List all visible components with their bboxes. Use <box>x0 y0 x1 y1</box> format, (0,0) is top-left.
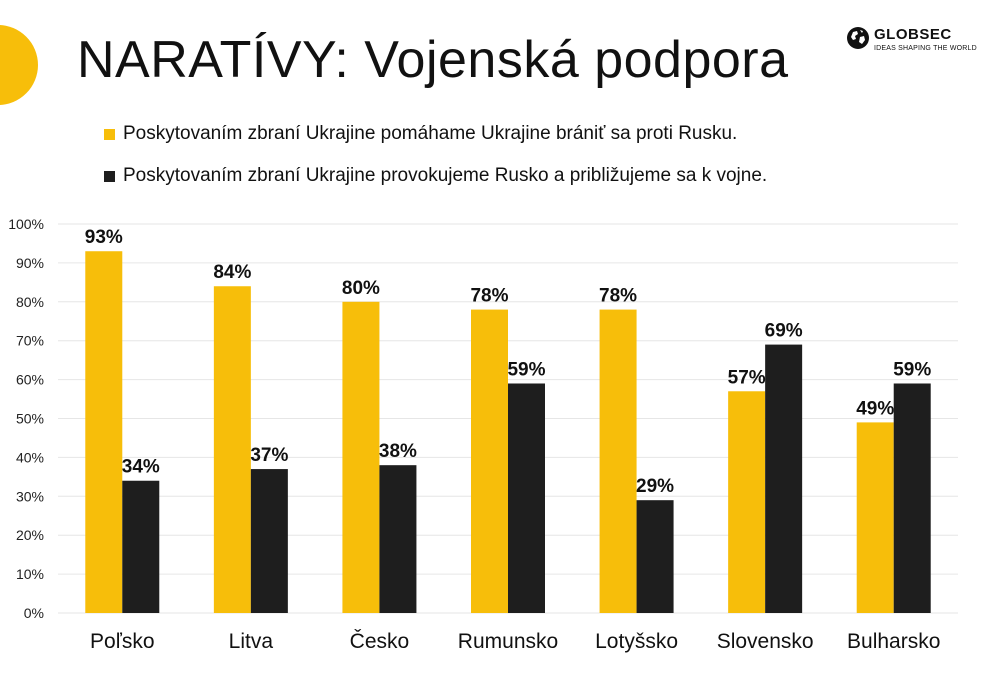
bar <box>765 344 803 613</box>
logo-brand-text: GLOBSEC <box>874 26 952 43</box>
page-title: NARATÍVY: Vojenská podpora <box>77 31 789 89</box>
data-label: 84% <box>213 262 251 283</box>
bar <box>342 301 380 613</box>
x-tick-label: Bulharsko <box>847 630 940 653</box>
legend-label-black: Poskytovaním zbraní Ukrajine provokujeme… <box>123 165 768 186</box>
data-label: 37% <box>250 445 288 466</box>
bar <box>728 391 766 613</box>
bar <box>122 480 160 613</box>
data-label: 59% <box>893 359 931 380</box>
x-tick-label: Rumunsko <box>458 630 558 653</box>
bar <box>213 286 251 613</box>
globsec-logo: GLOBSEC IDEAS SHAPING THE WORLD <box>846 24 996 58</box>
data-label: 57% <box>728 367 766 388</box>
legend-item-black: Poskytovaním zbraní Ukrajine provokujeme… <box>104 164 767 188</box>
data-label: 78% <box>470 286 508 307</box>
data-label: 34% <box>122 457 160 478</box>
bar <box>599 309 637 613</box>
bar <box>85 251 123 614</box>
bar <box>508 383 545 613</box>
globe-icon <box>847 27 869 49</box>
data-label: 78% <box>599 286 637 307</box>
x-tick-label: Poľsko <box>90 630 155 653</box>
x-tick-label: Česko <box>350 630 410 653</box>
x-tick-label: Litva <box>229 630 274 653</box>
y-tick-label: 50% <box>16 411 44 427</box>
data-label: 59% <box>507 359 545 380</box>
y-tick-label: 30% <box>16 488 44 504</box>
legend-swatch-yellow <box>104 128 115 140</box>
y-tick-label: 0% <box>24 605 44 621</box>
bar <box>636 500 674 613</box>
y-tick-label: 100% <box>8 216 44 232</box>
data-label: 38% <box>379 441 417 462</box>
y-tick-label: 70% <box>16 333 44 349</box>
data-label: 80% <box>342 278 380 299</box>
data-label: 93% <box>85 227 123 248</box>
y-tick-label: 10% <box>16 566 44 582</box>
x-tick-label: Lotyšsko <box>595 630 678 653</box>
y-tick-label: 90% <box>16 255 44 271</box>
chart-legend: Poskytovaním zbraní Ukrajine pomáhame Uk… <box>104 122 767 206</box>
y-tick-label: 80% <box>16 294 44 310</box>
logo-tagline: IDEAS SHAPING THE WORLD <box>874 45 977 52</box>
y-tick-label: 20% <box>16 527 44 543</box>
data-label: 49% <box>856 398 894 419</box>
bar <box>893 383 931 613</box>
bar <box>471 309 508 613</box>
legend-item-yellow: Poskytovaním zbraní Ukrajine pomáhame Uk… <box>104 122 767 146</box>
legend-label-yellow: Poskytovaním zbraní Ukrajine pomáhame Uk… <box>123 123 738 144</box>
bar <box>856 422 894 613</box>
data-label: 29% <box>636 476 674 497</box>
y-tick-label: 60% <box>16 372 44 388</box>
x-tick-label: Slovensko <box>717 630 814 653</box>
data-label: 69% <box>765 321 803 342</box>
bar <box>250 469 288 613</box>
bar <box>379 465 417 613</box>
y-tick-label: 40% <box>16 449 44 465</box>
legend-swatch-black <box>104 170 115 182</box>
